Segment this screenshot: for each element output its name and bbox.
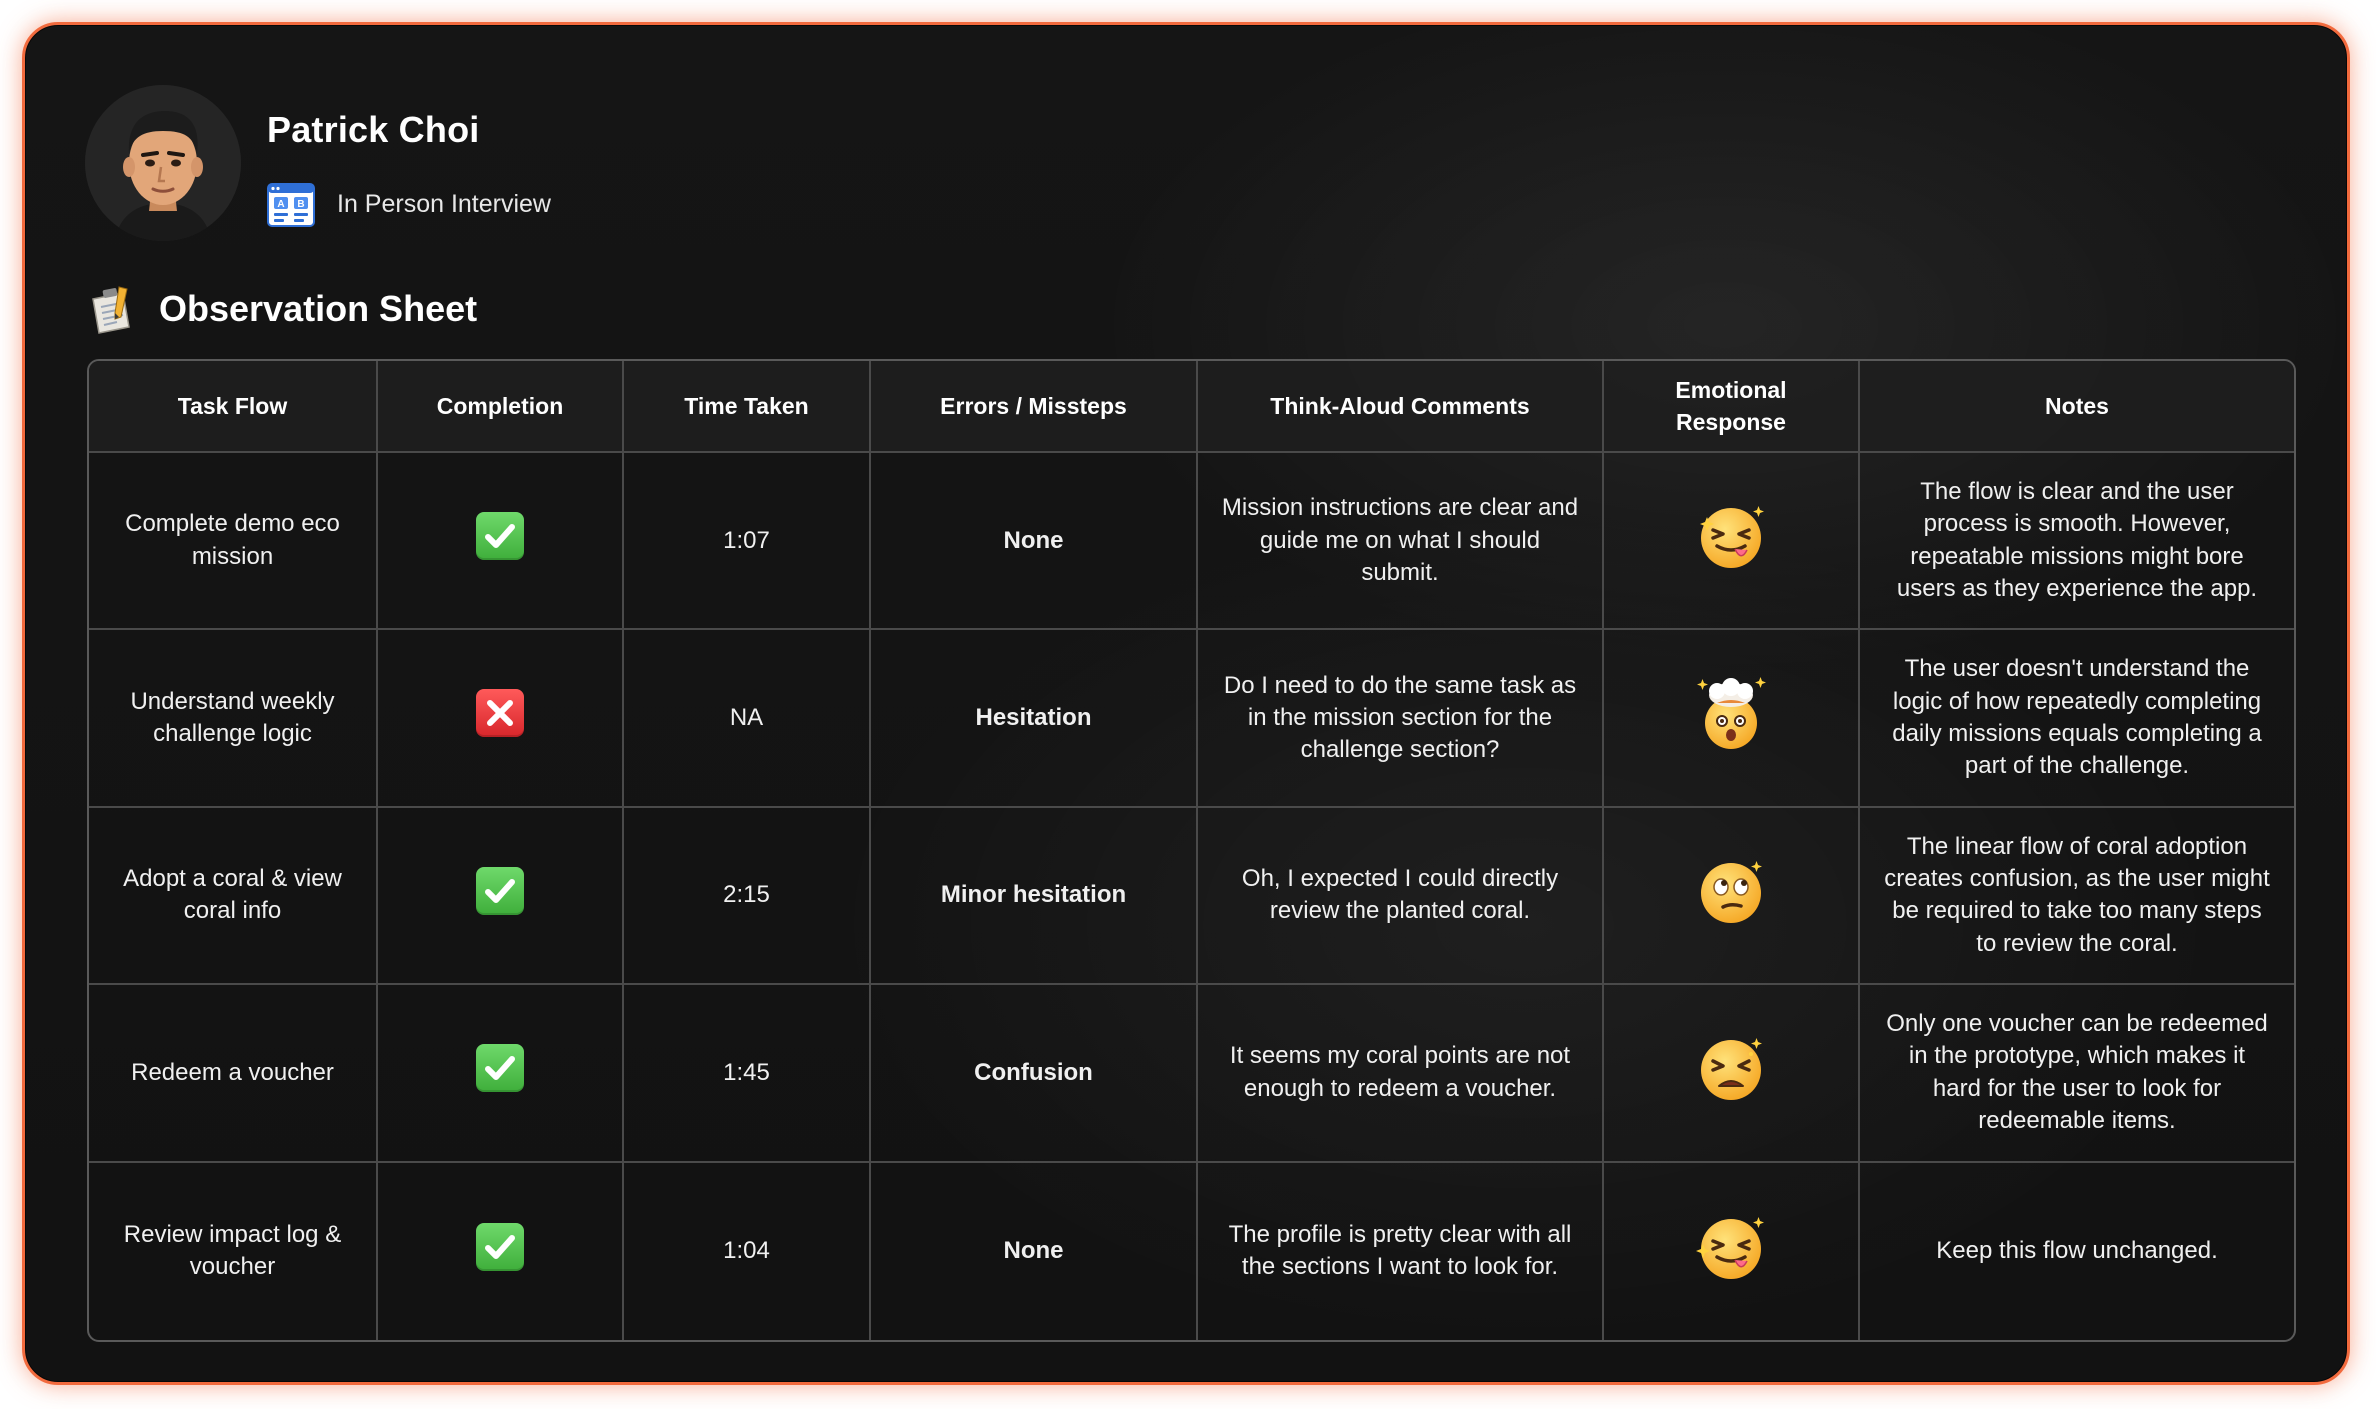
task-cell: Redeem a voucher: [89, 985, 378, 1163]
check-mark-icon: [476, 866, 524, 915]
comment-cell: Oh, I expected I could directly review t…: [1198, 807, 1604, 986]
header-notes: Notes: [1860, 361, 2294, 453]
notes-cell: Keep this flow unchanged.: [1936, 1237, 2218, 1265]
svg-text:B: B: [297, 199, 304, 210]
comment-cell: The profile is pretty clear with all the…: [1198, 1162, 1604, 1340]
completion-cell: [378, 453, 624, 631]
completion-cell: [378, 807, 624, 986]
ab-testing-icon: A B: [267, 183, 315, 227]
table-row: Redeem a voucher 1:45 Confusion It seems…: [89, 985, 2294, 1163]
notes-cell: The linear flow of coral adoption create…: [1860, 808, 2294, 986]
check-mark-icon: [476, 1222, 524, 1271]
errors-cell: Hesitation: [871, 630, 1198, 808]
observation-table: Task Flow Completion Time Taken Errors /…: [87, 359, 2296, 1342]
comment-cell: It seems my coral points are not enough …: [1198, 985, 1604, 1163]
header-emotional-response: Emotional Response: [1604, 361, 1860, 453]
header-task-flow: Task Flow: [89, 361, 378, 453]
squinting-tongue-face-icon: [1691, 496, 1771, 576]
header-errors: Errors / Missteps: [871, 361, 1198, 453]
time-cell: NA: [624, 630, 871, 808]
emotion-cell: [1604, 630, 1860, 808]
time-cell: 1:04: [624, 1162, 871, 1340]
table-row: Understand weekly challenge logic NA Hes…: [89, 630, 2294, 808]
time-cell: 1:45: [624, 985, 871, 1163]
errors-cell: Confusion: [871, 985, 1198, 1163]
emotion-cell: [1604, 1162, 1860, 1340]
tired-face-icon: [1691, 1028, 1771, 1108]
notes-cell: The flow is clear and the user process i…: [1860, 453, 2294, 631]
section-title: Observation Sheet: [159, 288, 478, 329]
avatar: [85, 85, 241, 241]
table-header-row: Task Flow Completion Time Taken Errors /…: [89, 361, 2294, 453]
emotion-cell: [1604, 807, 1860, 986]
rolling-eyes-face-icon: [1691, 851, 1771, 931]
errors-cell: None: [871, 453, 1198, 631]
svg-text:A: A: [277, 199, 284, 210]
squinting-tongue-face-icon: [1691, 1207, 1771, 1287]
check-mark-icon: [476, 512, 524, 560]
errors-cell: Minor hesitation: [871, 807, 1198, 986]
task-cell: Complete demo eco mission: [89, 453, 378, 631]
participant-name: Patrick Choi: [267, 109, 480, 150]
time-cell: 2:15: [624, 807, 871, 986]
emotion-cell: [1604, 453, 1860, 631]
errors-cell: None: [871, 1162, 1198, 1340]
task-cell: Adopt a coral & view coral info: [89, 807, 378, 986]
completion-cell: [378, 630, 624, 808]
interview-type: In Person Interview: [337, 190, 551, 218]
table-row: Review impact log & voucher 1:04 None Th…: [89, 1162, 2294, 1340]
time-cell: 1:07: [624, 453, 871, 631]
cross-mark-icon: [476, 689, 524, 738]
table-row: Adopt a coral & view coral info 2:15 Min…: [89, 807, 2294, 986]
task-cell: Review impact log & voucher: [89, 1162, 378, 1340]
task-cell: Understand weekly challenge logic: [89, 630, 378, 808]
completion-cell: [378, 1162, 624, 1340]
comment-cell: Do I need to do the same task as in the …: [1198, 630, 1604, 808]
exploding-head-icon: [1691, 673, 1771, 753]
header-think-aloud: Think-Aloud Comments: [1198, 361, 1604, 453]
header-time-taken: Time Taken: [624, 361, 871, 453]
clipboard-pencil-icon: [87, 283, 139, 335]
emotion-cell: [1604, 985, 1860, 1163]
notes-cell: The user doesn't understand the logic of…: [1860, 630, 2294, 808]
header-emotional-line2: Response: [1676, 409, 1786, 435]
observation-card: Patrick Choi A B In Person Interview: [22, 22, 2350, 1385]
completion-cell: [378, 985, 624, 1163]
notes-cell: Only one voucher can be redeemed in the …: [1860, 985, 2294, 1163]
comment-cell: Mission instructions are clear and guide…: [1198, 453, 1604, 631]
table-row: Complete demo eco mission 1:07 None Miss…: [89, 453, 2294, 631]
header-emotional-line1: Emotional: [1675, 376, 1787, 403]
check-mark-icon: [476, 1044, 524, 1093]
header-completion: Completion: [378, 361, 624, 453]
